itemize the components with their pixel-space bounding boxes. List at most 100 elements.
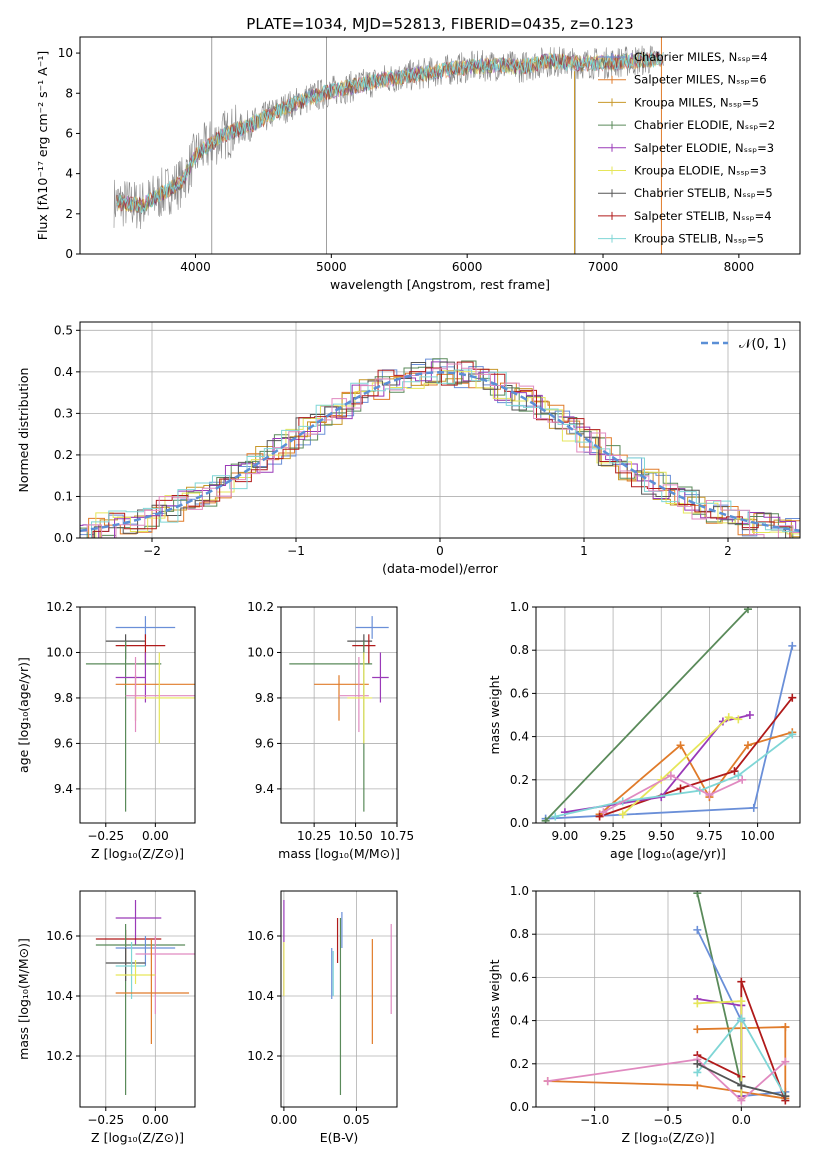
y-tick-label: 10.6: [247, 929, 274, 943]
y-tick-label: 2: [65, 207, 73, 221]
y-tick-label: 8: [65, 86, 73, 100]
axes-frame: [79, 890, 196, 1108]
y-tick-label: 10: [58, 46, 73, 60]
y-tick-label: 0: [65, 247, 73, 261]
histogram-line: [80, 369, 800, 538]
chart-title: PLATE=1034, MJD=52813, FIBERID=0435, z=0…: [246, 15, 633, 33]
series-marker: [788, 641, 797, 650]
y-tick-label: 0.5: [54, 323, 73, 337]
x-tick-label: −1.0: [580, 1113, 609, 1127]
x-axis-label: mass [log₁₀(M/M⊙)]: [278, 846, 400, 861]
series-marker: [705, 790, 714, 799]
histogram-line: [80, 372, 800, 538]
y-tick-label: 10.2: [46, 600, 73, 614]
x-axis-label: wavelength [Angstrom, rest frame]: [330, 277, 550, 292]
x-tick-label: 0.00: [271, 1113, 298, 1127]
series-marker: [734, 715, 743, 724]
y-tick-label: 9.6: [255, 736, 274, 750]
chart-residuals: 𝒩(0, 1) −2 −1 0 1 2 0.0 0.1 0.2 0.3 0.4 0.5 (data-mo…: [16, 321, 801, 576]
y-axis-label: mass weight: [487, 675, 502, 754]
legend-label: Kroupa STELIB, Nₛₛₚ=5: [634, 232, 764, 246]
series-marker: [737, 1081, 746, 1090]
series-marker: [551, 812, 560, 821]
x-axis-label: E(B-V): [320, 1130, 359, 1145]
x-tick-label: 0.00: [142, 829, 169, 843]
series-marker: [693, 1081, 702, 1090]
x-axis-label: Z [log₁₀(Z/Z⊙)]: [622, 1130, 715, 1145]
y-tick-label: 0.2: [510, 1057, 529, 1071]
model-line: [116, 51, 664, 214]
x-tick-label: 10.00: [740, 829, 774, 843]
x-axis-label: Z [log₁₀(Z/Z⊙)]: [91, 846, 184, 861]
y-tick-label: 0.2: [510, 773, 529, 787]
series-line: [599, 697, 794, 818]
x-tick-label: 9.00: [552, 829, 579, 843]
y-tick-label: 0.4: [54, 365, 73, 379]
axes-frame: [280, 606, 398, 824]
axes-frame: [535, 606, 801, 824]
chart-weight-vs-age: 9.00 9.25 9.50 9.75 10.00 0.0 0.2 0.4 0.6 0.8 1.0 a…: [487, 600, 801, 861]
y-tick-label: 10.2: [247, 1049, 274, 1063]
series-marker: [745, 711, 754, 719]
legend-label: 𝒩(0, 1): [739, 337, 786, 352]
legend-label: Chabrier MILES, Nₛₛₚ=4: [634, 50, 768, 64]
plot-area: [536, 891, 800, 1107]
y-tick-label: 9.6: [54, 736, 73, 750]
series-marker: [618, 810, 627, 819]
legend-label: Salpeter MILES, Nₛₛₚ=6: [634, 73, 767, 87]
series-marker: [788, 730, 797, 739]
legend-label: Kroupa MILES, Nₛₛₚ=5: [634, 95, 759, 109]
series-marker: [737, 1096, 746, 1105]
x-tick-label: −1: [287, 544, 305, 558]
series-marker: [737, 1014, 746, 1023]
series-marker: [693, 891, 702, 898]
x-tick-label: 7000: [588, 260, 619, 274]
series-marker: [599, 808, 608, 817]
series-marker: [781, 1092, 790, 1101]
series-line: [696, 892, 743, 1086]
y-tick-label: 10.2: [247, 600, 274, 614]
series-marker: [781, 1057, 790, 1066]
histogram-line: [80, 361, 800, 538]
series-marker: [693, 1068, 702, 1077]
x-tick-label: 1: [580, 544, 588, 558]
x-tick-label: 10.25: [297, 829, 331, 843]
legend: Chabrier MILES, Nₛₛₚ=4 Salpeter MILES, Nₛ…: [598, 50, 775, 246]
y-tick-label: 0.4: [510, 730, 529, 744]
x-tick-label: 0.00: [142, 1113, 169, 1127]
x-tick-label: 8000: [724, 260, 755, 274]
y-tick-label: 0.0: [510, 816, 529, 830]
plot-area: [281, 891, 397, 1107]
y-tick-label: 0.6: [510, 686, 529, 700]
series-marker: [734, 771, 743, 780]
plot-area: [80, 891, 195, 1107]
x-tick-label: −0.25: [87, 1113, 124, 1127]
chart-mass-vs-ebv: 0.00 0.05 10.2 10.4 10.6 E(B-V): [247, 890, 398, 1145]
histogram-line: [80, 361, 800, 538]
series-marker: [595, 812, 604, 821]
x-tick-label: 0.05: [343, 1113, 370, 1127]
y-tick-label: 0.0: [510, 1100, 529, 1114]
chart-age-vs-Z: −0.25 0.00 9.4 9.6 9.8 10.0 10.2 Z [log₁₀(Z/Z⊙)…: [16, 600, 196, 861]
series-marker: [743, 741, 752, 750]
series-marker: [543, 1077, 552, 1086]
series-line: [622, 716, 739, 816]
normal-curve: [80, 371, 800, 532]
y-tick-label: 1.0: [510, 884, 529, 898]
series-marker: [724, 713, 733, 722]
series-marker: [693, 925, 702, 934]
x-tick-label: 10.50: [338, 829, 372, 843]
y-tick-label: 9.8: [54, 691, 73, 705]
y-tick-label: 10.0: [247, 645, 274, 659]
series-marker: [781, 1023, 790, 1032]
x-axis-label: Z [log₁₀(Z/Z⊙)]: [91, 1130, 184, 1145]
series-marker: [666, 771, 675, 780]
series-marker: [788, 693, 797, 702]
chart-mass-vs-Z: −0.25 0.00 10.2 10.4 10.6 Z [log₁₀(Z/Z⊙)] mass…: [16, 890, 196, 1145]
x-tick-label: −2: [143, 544, 161, 558]
y-tick-label: 10.2: [46, 1049, 73, 1063]
y-axis-label: Flux [fλ10⁻¹⁷ erg cm⁻² s⁻¹ A⁻¹]: [35, 51, 50, 240]
y-tick-label: 0.4: [510, 1014, 529, 1028]
y-axis-label: mass weight: [487, 959, 502, 1038]
